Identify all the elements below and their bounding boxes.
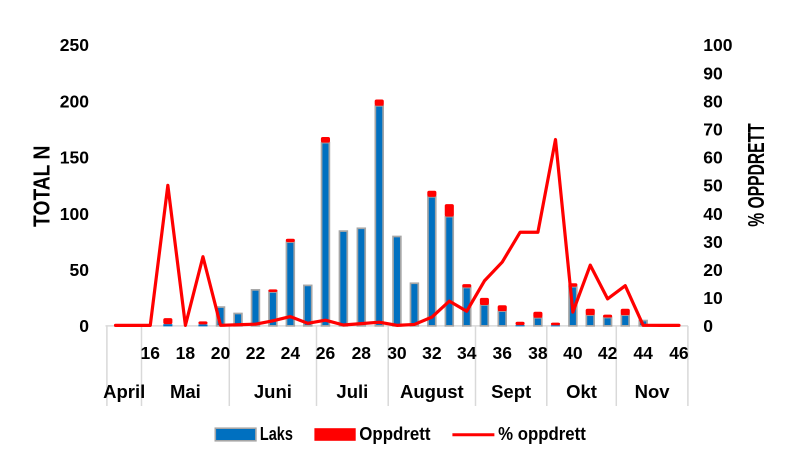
svg-text:46: 46 [669,343,689,363]
svg-text:20: 20 [703,260,723,280]
svg-text:22: 22 [246,343,266,363]
svg-text:200: 200 [60,91,89,111]
svg-text:30: 30 [387,343,407,363]
svg-text:38: 38 [528,343,548,363]
svg-text:TOTAL N: TOTAL N [29,146,55,227]
svg-text:Juli: Juli [336,381,368,402]
svg-text:40: 40 [563,343,583,363]
svg-text:0: 0 [79,316,89,336]
svg-text:20: 20 [211,343,231,363]
svg-text:Okt: Okt [566,381,597,402]
svg-text:100: 100 [703,35,732,55]
svg-text:34: 34 [457,343,477,363]
svg-text:42: 42 [598,343,618,363]
svg-text:70: 70 [703,119,723,139]
svg-text:250: 250 [60,35,89,55]
svg-text:Laks: Laks [260,423,293,444]
svg-text:Sept: Sept [491,381,531,402]
svg-text:August: August [400,381,464,402]
svg-text:150: 150 [60,148,89,168]
svg-text:16: 16 [141,343,161,363]
svg-text:30: 30 [703,232,723,252]
svg-text:Oppdrett: Oppdrett [359,423,430,444]
svg-text:36: 36 [493,343,513,363]
svg-text:Mai: Mai [170,381,201,402]
svg-text:18: 18 [176,343,196,363]
svg-text:% OPPDRETT: % OPPDRETT [743,123,769,226]
svg-text:0: 0 [703,316,713,336]
svg-text:April: April [103,381,145,402]
svg-text:44: 44 [633,343,653,363]
svg-text:24: 24 [281,343,301,363]
svg-text:90: 90 [703,63,723,83]
svg-text:28: 28 [352,343,372,363]
svg-text:32: 32 [422,343,442,363]
svg-text:Nov: Nov [635,381,671,402]
svg-text:26: 26 [316,343,336,363]
svg-text:40: 40 [703,204,723,224]
svg-text:80: 80 [703,91,723,111]
svg-text:50: 50 [703,176,723,196]
svg-text:10: 10 [703,288,723,308]
svg-text:Juni: Juni [254,381,292,402]
svg-text:50: 50 [70,260,90,280]
svg-text:100: 100 [60,204,89,224]
svg-text:60: 60 [703,148,723,168]
svg-text:% oppdrett: % oppdrett [498,423,586,444]
